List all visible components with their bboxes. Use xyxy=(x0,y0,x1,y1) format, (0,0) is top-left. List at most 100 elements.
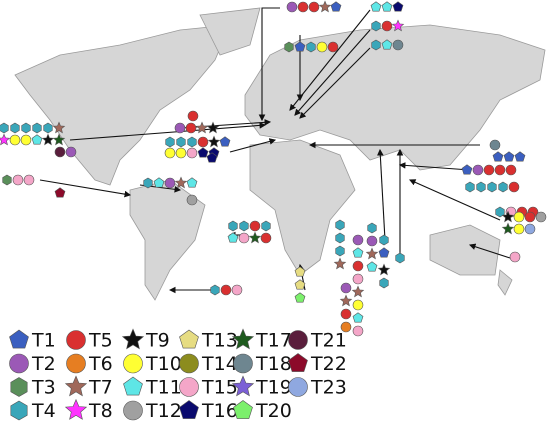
symbol xyxy=(352,325,364,337)
symbol xyxy=(64,398,88,420)
symbol xyxy=(288,353,308,372)
symbol xyxy=(176,136,186,148)
symbol xyxy=(0,122,9,134)
symbol xyxy=(41,133,55,146)
symbol xyxy=(395,252,405,264)
legend-label: T7 xyxy=(88,377,113,399)
symbol xyxy=(12,174,24,186)
symbol xyxy=(381,1,393,12)
symbol xyxy=(231,375,255,397)
symbol xyxy=(461,164,473,175)
symbol xyxy=(392,1,404,12)
symbol xyxy=(65,146,77,158)
legend-label: T13 xyxy=(201,330,238,352)
symbol xyxy=(513,223,525,235)
symbol xyxy=(21,122,31,134)
symbol xyxy=(379,234,389,246)
symbol xyxy=(186,147,198,159)
symbol xyxy=(465,181,475,193)
legend-label: T2 xyxy=(31,353,56,375)
symbol xyxy=(288,377,308,397)
legend-label: T12 xyxy=(145,400,182,422)
symbol xyxy=(339,294,353,307)
symbol xyxy=(381,20,393,32)
symbol xyxy=(210,284,220,296)
symbol xyxy=(371,20,381,32)
symbol xyxy=(261,220,271,232)
symbol xyxy=(248,231,262,244)
symbol xyxy=(294,292,306,303)
symbol xyxy=(219,136,231,147)
symbol xyxy=(233,400,253,419)
symbol xyxy=(228,220,238,232)
symbol xyxy=(524,223,536,235)
legend-label: T16 xyxy=(201,400,238,422)
legend-label: T11 xyxy=(145,377,182,399)
symbol xyxy=(340,282,352,294)
symbol xyxy=(284,41,294,53)
symbol xyxy=(197,147,209,158)
symbol xyxy=(495,206,505,218)
symbol xyxy=(370,1,382,12)
symbol xyxy=(351,285,365,298)
symbol xyxy=(54,146,66,158)
symbol xyxy=(66,330,86,350)
symbol xyxy=(286,1,298,13)
symbol xyxy=(352,273,364,285)
symbol xyxy=(220,284,232,296)
symbol xyxy=(327,41,339,53)
symbol xyxy=(514,151,526,162)
symbol xyxy=(294,266,306,277)
legend-label: T20 xyxy=(255,400,292,422)
legend-label: T15 xyxy=(201,377,238,399)
symbol xyxy=(231,328,255,350)
symbol xyxy=(505,164,517,176)
symbol xyxy=(378,247,390,258)
symbol xyxy=(64,375,88,397)
symbol xyxy=(260,232,272,244)
symbol xyxy=(335,219,345,231)
symbol xyxy=(9,329,29,349)
symbol xyxy=(23,174,35,186)
symbol xyxy=(352,312,364,323)
symbol xyxy=(340,308,352,320)
symbol xyxy=(10,377,28,397)
symbol xyxy=(330,1,342,12)
symbol xyxy=(227,232,239,243)
symbol xyxy=(352,260,364,272)
symbol xyxy=(513,211,525,223)
symbol xyxy=(9,353,29,374)
symbol xyxy=(187,110,199,122)
symbol xyxy=(186,194,198,206)
symbol xyxy=(489,139,501,151)
symbol xyxy=(239,220,249,232)
legend-label: T8 xyxy=(88,400,113,422)
symbol xyxy=(379,277,389,289)
map-markers xyxy=(0,0,547,337)
symbol xyxy=(9,134,21,146)
symbol xyxy=(508,181,520,193)
symbol xyxy=(367,222,377,234)
symbol xyxy=(43,122,53,134)
symbol xyxy=(340,321,352,333)
symbol xyxy=(366,261,378,272)
symbol xyxy=(10,122,20,134)
symbol xyxy=(174,122,186,134)
symbol xyxy=(316,41,328,53)
legend-label: T1 xyxy=(31,330,56,352)
legend-label: T9 xyxy=(145,330,170,352)
symbol xyxy=(381,39,393,50)
symbol xyxy=(524,211,536,223)
symbol xyxy=(54,187,66,198)
symbol xyxy=(207,135,221,148)
symbol xyxy=(195,121,209,134)
symbol xyxy=(494,164,506,176)
symbol xyxy=(206,121,220,134)
symbol xyxy=(371,39,381,51)
symbol xyxy=(294,279,306,290)
symbol xyxy=(476,181,486,193)
symbol xyxy=(123,376,143,396)
symbol xyxy=(392,39,404,51)
symbol xyxy=(498,181,508,193)
